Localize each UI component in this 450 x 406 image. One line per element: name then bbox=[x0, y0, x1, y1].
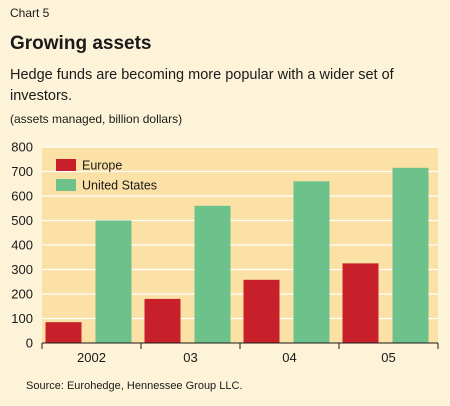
europe-bar bbox=[243, 279, 280, 343]
y-tick-label: 500 bbox=[11, 213, 33, 228]
y-tick-label: 300 bbox=[11, 262, 33, 277]
united-states-bar bbox=[293, 181, 330, 343]
chart-number: Chart 5 bbox=[10, 6, 50, 20]
x-tick-label: 05 bbox=[381, 350, 395, 365]
y-tick-label: 800 bbox=[11, 140, 33, 155]
y-tick-label: 700 bbox=[11, 164, 33, 179]
x-tick-label: 03 bbox=[183, 350, 197, 365]
y-tick-label: 0 bbox=[26, 336, 33, 351]
y-tick-label: 200 bbox=[11, 287, 33, 302]
chart-subtitle: Hedge funds are becoming more popular wi… bbox=[10, 67, 394, 104]
y-tick-label: 600 bbox=[11, 189, 33, 204]
x-tick-label: 2002 bbox=[77, 350, 106, 365]
legend-swatch bbox=[56, 159, 76, 171]
units-label: (assets managed, billion dollars) bbox=[10, 112, 183, 126]
source-note: Source: Eurohedge, Hennessee Group LLC. bbox=[26, 380, 243, 392]
y-tick-label: 400 bbox=[11, 238, 33, 253]
europe-bar bbox=[144, 298, 181, 343]
legend-label: Europe bbox=[82, 159, 122, 173]
united-states-bar bbox=[95, 220, 132, 343]
x-tick-label: 04 bbox=[282, 350, 296, 365]
united-states-bar bbox=[392, 167, 429, 343]
chart-title: Growing assets bbox=[10, 33, 152, 54]
legend-label: United States bbox=[82, 179, 157, 193]
y-tick-label: 100 bbox=[11, 311, 33, 326]
europe-bar bbox=[45, 322, 82, 343]
united-states-bar bbox=[194, 205, 231, 343]
legend-swatch bbox=[56, 179, 76, 191]
europe-bar bbox=[342, 263, 379, 343]
